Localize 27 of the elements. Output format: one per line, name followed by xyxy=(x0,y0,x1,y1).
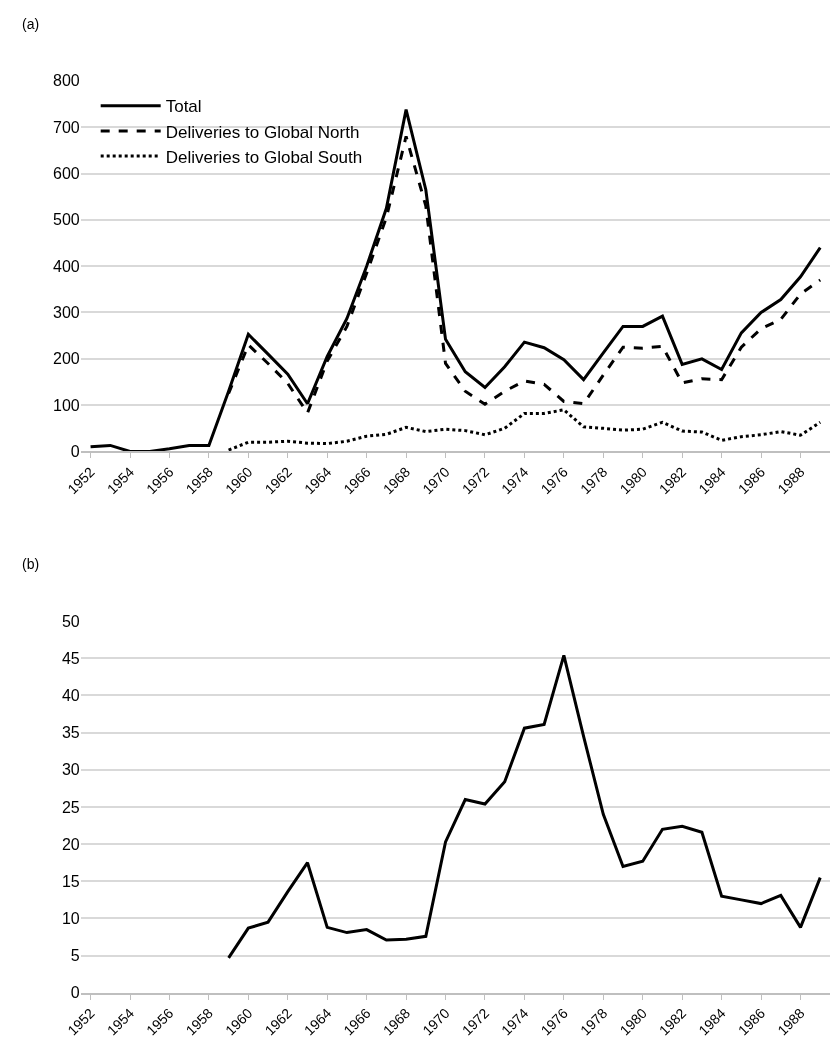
y-tick-label: 50 xyxy=(61,612,80,630)
y-tick-label: 20 xyxy=(61,835,80,853)
y-tick-label: 25 xyxy=(61,798,80,816)
y-tick-label: 400 xyxy=(53,257,80,275)
y-tick-label: 100 xyxy=(53,396,80,414)
legend-label: Deliveries to Global South xyxy=(165,147,363,167)
line-series xyxy=(227,653,822,960)
legend-label: Deliveries to Global North xyxy=(165,122,360,142)
y-tick-label: 45 xyxy=(61,649,80,667)
y-tick-label: 200 xyxy=(53,350,80,368)
chart-title: (b) xyxy=(22,556,40,572)
y-tick-label: 0 xyxy=(70,984,80,1002)
line-series xyxy=(227,408,822,452)
y-tick-label: 0 xyxy=(70,443,80,461)
y-tick-label: 800 xyxy=(53,72,80,90)
y-tick-label: 600 xyxy=(53,165,80,183)
chart-title: (a) xyxy=(22,16,40,32)
y-tick-label: 15 xyxy=(61,872,80,890)
y-tick-label: 10 xyxy=(61,910,80,928)
y-tick-label: 35 xyxy=(61,724,80,742)
y-tick-label: 700 xyxy=(53,118,80,136)
y-tick-label: 30 xyxy=(61,761,80,779)
y-tick-label: 500 xyxy=(53,211,80,229)
y-tick-label: 300 xyxy=(53,304,80,322)
legend-label: Total xyxy=(165,97,202,117)
y-tick-label: 5 xyxy=(70,947,80,965)
y-tick-label: 40 xyxy=(61,687,80,705)
